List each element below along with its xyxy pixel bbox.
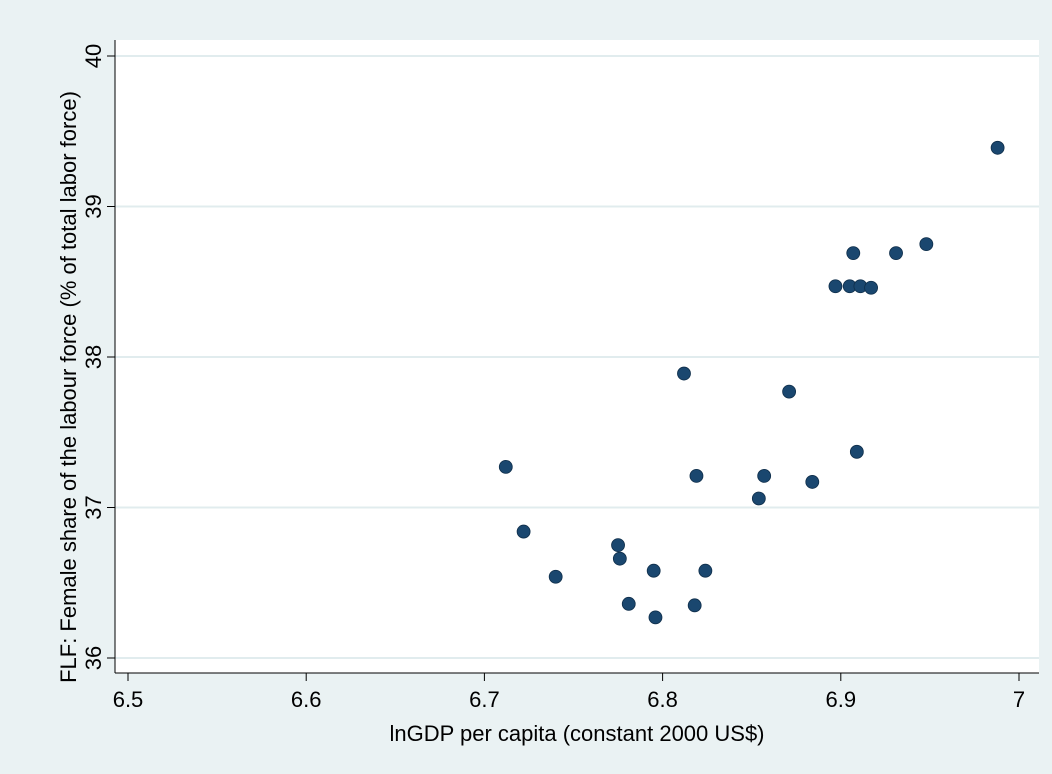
y-ticks: 36 37 38 39 40 xyxy=(81,44,115,670)
data-point xyxy=(782,384,797,399)
data-point xyxy=(677,366,691,381)
x-tick-label: 6.5 xyxy=(113,687,144,712)
y-tick-label: 39 xyxy=(81,194,106,218)
data-point xyxy=(548,569,563,584)
data-point xyxy=(648,610,663,625)
data-point xyxy=(612,551,627,566)
data-point xyxy=(990,140,1005,155)
y-tick-label: 40 xyxy=(81,44,106,68)
data-point xyxy=(889,246,903,261)
data-point xyxy=(516,524,531,539)
x-axis-title: lnGDP per capita (constant 2000 US$) xyxy=(389,721,764,746)
x-tick-label: 6.6 xyxy=(291,687,322,712)
data-point xyxy=(646,563,661,578)
y-axis-title: FLF: Female share of the labour force (%… xyxy=(56,91,81,683)
x-tick-label: 6.9 xyxy=(826,687,857,712)
data-point xyxy=(498,459,513,474)
y-tick-label: 38 xyxy=(81,345,106,369)
data-point xyxy=(698,563,713,578)
data-point xyxy=(919,237,934,252)
data-point xyxy=(757,468,772,483)
x-tick-label: 6.8 xyxy=(647,687,678,712)
data-point xyxy=(849,444,864,459)
data-point xyxy=(621,596,636,611)
y-tick-label: 36 xyxy=(81,646,106,670)
data-point xyxy=(828,279,843,294)
data-point xyxy=(864,280,878,295)
data-points xyxy=(498,140,1005,625)
data-point xyxy=(687,598,702,613)
x-tick-label: 7 xyxy=(1013,687,1025,712)
x-ticks: 6.5 6.6 6.7 6.8 6.9 7 xyxy=(113,673,1025,712)
data-point xyxy=(689,468,704,483)
data-point xyxy=(751,491,766,506)
gridlines xyxy=(115,55,1039,659)
data-point xyxy=(805,475,820,489)
data-point xyxy=(611,538,625,553)
data-point xyxy=(846,246,861,261)
x-tick-label: 6.7 xyxy=(469,687,500,712)
y-tick-label: 37 xyxy=(81,495,106,519)
